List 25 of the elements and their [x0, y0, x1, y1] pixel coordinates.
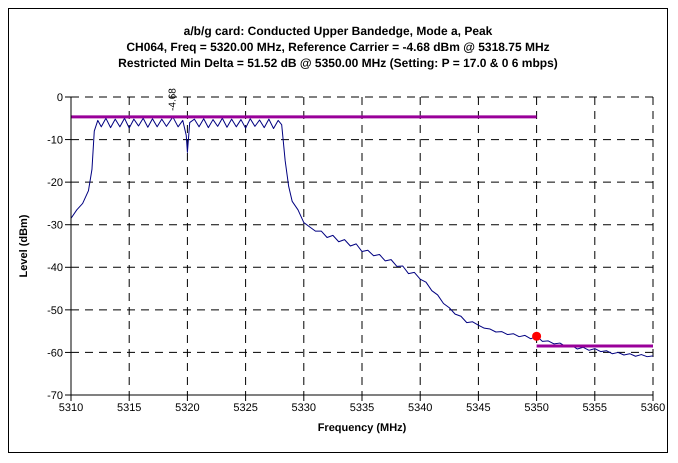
x-tick-label: 5320 [175, 402, 200, 414]
y-tick-label: -10 [47, 134, 63, 146]
x-tick-label: 5350 [524, 402, 549, 414]
x-tick-label: 5310 [58, 402, 84, 414]
y-tick-label: -30 [47, 220, 63, 232]
x-tick-label: 5355 [582, 402, 608, 414]
x-tick-label: 5335 [350, 402, 374, 414]
x-tick-label: 5330 [292, 402, 316, 414]
y-tick-label: -50 [47, 304, 63, 317]
x-tick-label: 5360 [640, 402, 666, 414]
y-axis-title: Level (dBm) [18, 214, 30, 278]
y-tick-label: -40 [47, 262, 63, 274]
x-tick-label: 5325 [233, 402, 258, 414]
line-series [71, 116, 653, 358]
y-tick-label: -70 [47, 390, 63, 402]
x-tick-label: 5315 [116, 402, 142, 414]
chart-subtitle: CH064, Freq = 5320.00 MHz, Reference Carrier = -4.68 dBm @ 5318.75 MHz Restricted Min Delta = 51.52 dB @ 5350.00 MHz (Setting: P = 17.0 & 0 6 mbps) [117, 39, 559, 71]
y-tick-label: -20 [47, 177, 63, 190]
y-tick-label: -60 [47, 347, 63, 360]
y-tick-label: 0 [56, 92, 63, 104]
x-axis-title: Frequency (MHz) [318, 422, 407, 434]
chart-title: a/b/g card: Conducted Upper Bandedge, Mode a, Peak [182, 23, 494, 39]
x-tick-label: 5340 [408, 402, 432, 414]
annotation: -4.68 [167, 88, 178, 111]
x-tick-label: 5345 [466, 402, 491, 414]
